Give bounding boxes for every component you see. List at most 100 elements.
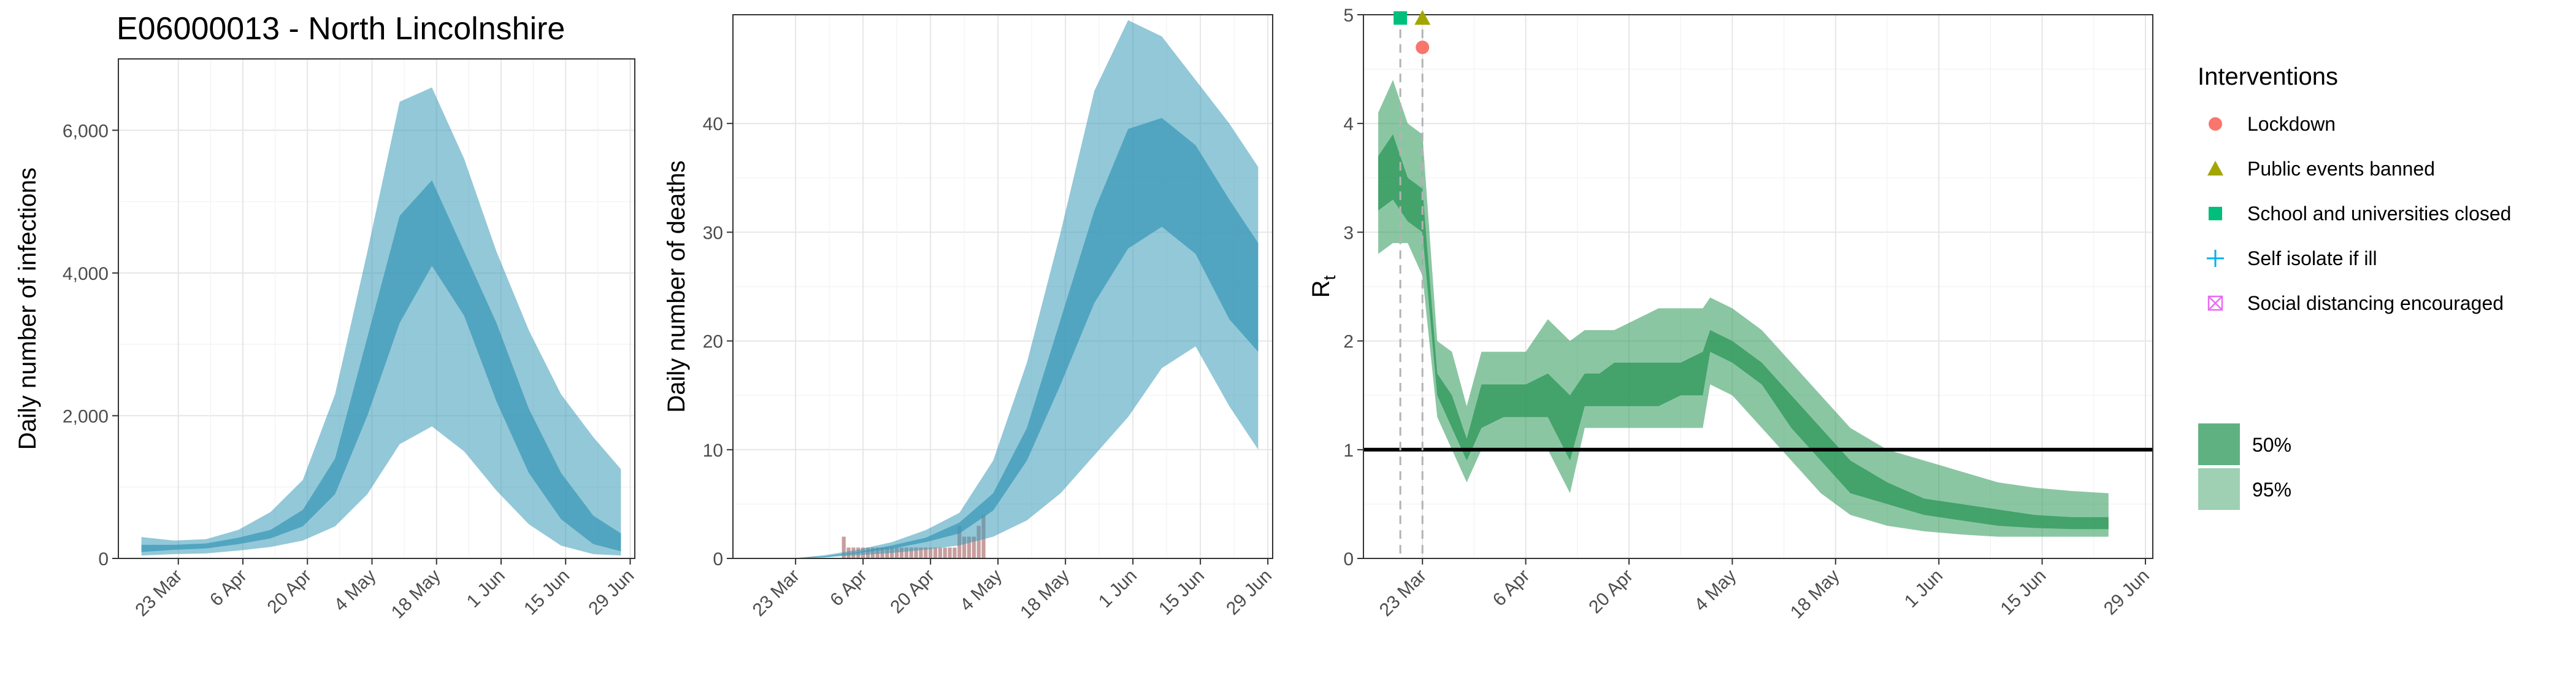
observed-death-bar [924,547,928,558]
y-axis-title: Daily number of deaths [663,160,690,412]
observed-death-bar [953,547,957,558]
y-tick-label: 1 [1343,441,1354,461]
x-tick-label: 1 Jun [1901,566,1947,612]
x-tick-label: 23 Mar [749,566,803,620]
x-tick-label: 4 May [956,566,1006,615]
rt-symbol: R [1308,280,1335,298]
y-tick-label: 20 [703,332,723,352]
legend-band-swatch [2198,468,2240,510]
y-tick-label: 5 [1343,6,1354,26]
y-tick-label: 30 [703,223,723,243]
ci-95-band [1378,80,2109,537]
y-tick-label: 2 [1343,332,1354,352]
legend-intervention-items: Lockdown Public events banned School and u… [2207,113,2511,314]
x-tick-label: 29 Jun [585,566,638,619]
plot-area [757,20,1259,558]
x-tick-label: 18 May [1016,566,1073,623]
legend-label: Public events banned [2247,158,2435,180]
plot-panel-border [118,58,635,559]
y-tick-label: 10 [703,441,723,461]
plot-panel-border [732,14,1273,559]
legend-marker-triangle [2207,161,2223,176]
observed-death-bar [841,536,846,558]
legend-marker-plus [2207,250,2224,267]
x-tick-label: 29 Jun [1222,566,1276,619]
rt-subscript: t [1320,275,1339,280]
intervention-marker-triangle [1414,10,1431,25]
legend-title: Interventions [2198,63,2338,90]
legend-marker-square [2209,207,2222,220]
x-tick-label: 1 Jun [1095,566,1141,612]
plot-area [1363,15,2153,558]
legend-marker-circle [2209,117,2222,131]
x-tick-label: 1 Jun [463,566,509,612]
chart-title: E06000013 - North Lincolnshire [117,11,565,47]
x-tick-label: 18 May [1787,566,1844,623]
observed-death-bar [890,547,894,558]
y-tick-label: 4 [1343,114,1354,134]
legend-label: School and universities closed [2247,203,2511,225]
x-tick-label: 15 Jun [520,566,573,619]
y-tick-label: 6,000 [63,121,109,141]
y-axis-title: Daily number of infections [14,168,41,450]
observed-death-bar [938,547,942,558]
deaths-panel: 0 10 20 30 40 23 Mar 6 Apr 20 Apr 4 May 18 May 1 J… [703,14,1276,623]
observed-death-bar [919,547,923,558]
y-tick-label: 0 [1343,549,1354,569]
observed-death-bar [976,525,981,558]
x-tick-label: 18 May [388,566,445,623]
observed-death-bar [943,547,947,558]
legend-label: Social distancing encouraged [2247,292,2504,314]
y-tick-label: 0 [98,549,109,569]
observed-death-bar [914,547,918,558]
y-tick-label: 2,000 [63,406,109,426]
ci-50-band [757,118,1259,558]
y-tick-label: 3 [1343,223,1354,243]
x-tick-label: 20 Apr [264,566,316,618]
observed-death-bar [895,547,899,558]
infections-panel: 0 2,000 4,000 6,000 23 Mar 6 Apr 20 Apr 4 May 18… [63,58,638,623]
legend-label: Lockdown [2247,113,2336,135]
rt-panel: 0 1 2 3 4 5 23 Mar 6 Apr 20 Apr 4 May 18 May 1 Jun 1… [1343,6,2153,623]
x-tick-label: 4 May [1690,566,1740,615]
observed-death-bar [899,547,904,558]
observed-death-bar [929,547,933,558]
legend-band-swatch [2198,423,2240,465]
observed-death-bar [909,547,913,558]
legend-label: Self isolate if ill [2247,247,2377,269]
plot-area [141,87,621,556]
y-tick-label: 40 [703,114,723,134]
intervention-marker-circle [1416,41,1430,55]
x-tick-label: 15 Jun [1155,566,1208,619]
grid [1363,14,2153,559]
x-tick-label: 23 Mar [131,566,186,620]
x-tick-label: 6 Apr [826,566,871,611]
observed-death-bar [967,536,972,558]
x-tick-label: 6 Apr [1489,566,1534,611]
y-tick-label: 0 [713,549,723,569]
ci-50-band [141,180,621,552]
legend-band-label: 50% [2252,434,2291,456]
legend: Interventions Lockdown Public events bann… [2198,63,2511,510]
legend-band-label: 95% [2252,479,2291,501]
observed-death-bar [972,536,976,558]
intervention-marker-square [1393,11,1408,25]
legend-marker-boxcross [2207,295,2223,311]
legend-band-items: 50% 95% [2198,423,2291,510]
observed-death-bar [933,547,938,558]
x-tick-label: 4 May [330,566,380,615]
x-tick-label: 20 Apr [1585,566,1637,618]
plot-panel-border [1363,14,2153,559]
x-tick-label: 15 Jun [1996,566,2050,619]
x-tick-label: 23 Mar [1376,566,1430,620]
y-tick-label: 4,000 [63,264,109,284]
x-tick-label: 20 Apr [886,566,938,618]
y-axis-title-rt: Rt [1308,275,1339,298]
x-tick-label: 6 Apr [206,566,251,611]
x-tick-label: 29 Jun [2100,566,2153,619]
observed-death-bar [948,547,952,558]
ci-50-band [1378,134,2109,530]
observed-death-bar [962,536,967,558]
observed-death-bar [904,547,908,558]
